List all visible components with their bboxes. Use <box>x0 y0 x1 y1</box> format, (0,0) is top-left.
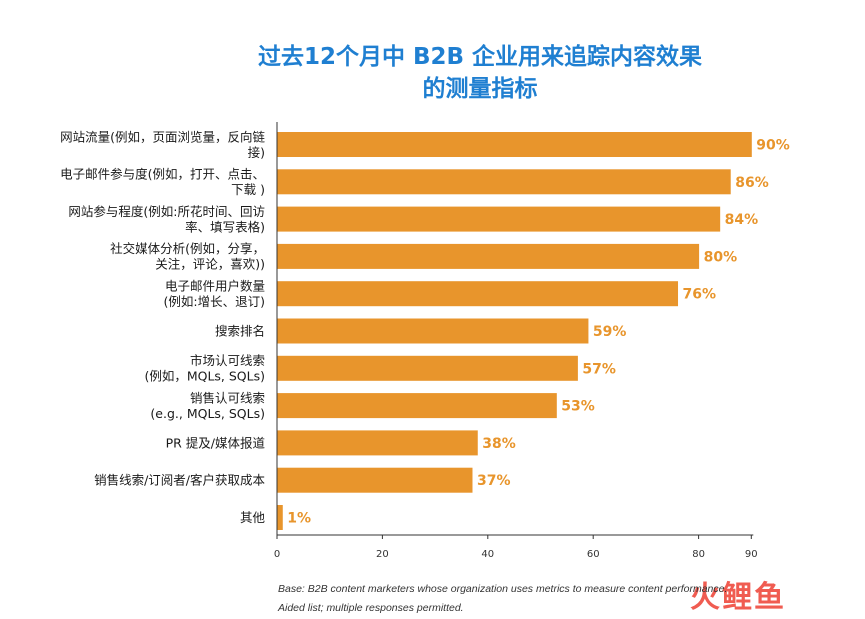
category-label: (例如，MQLs, SQLs) <box>144 369 265 384</box>
bar <box>277 318 589 344</box>
footnote-line-1: Base: B2B content marketers whose organi… <box>278 583 728 595</box>
x-tick-label: 90 <box>745 549 758 560</box>
footnote-line-2: Aided list; multiple responses permitted… <box>278 602 464 614</box>
bar <box>277 169 731 195</box>
category-label: 销售认可线索 <box>190 390 265 405</box>
data-label: 37% <box>477 473 511 489</box>
x-tick-label: 60 <box>587 549 600 560</box>
chart-title-line-2: 的测量指标 <box>422 76 538 102</box>
category-label: 电子邮件用户数量 <box>165 278 265 293</box>
data-label: 59% <box>593 324 627 340</box>
data-label: 1% <box>287 511 311 527</box>
category-label: 网站参与程度(例如:所花时间、回访 <box>68 204 265 219</box>
category-label: 社交媒体分析(例如，分享， <box>110 241 265 256</box>
bar <box>277 243 700 269</box>
bar <box>277 355 578 381</box>
data-label: 57% <box>582 361 616 377</box>
category-label: 其他 <box>240 510 266 525</box>
category-label: PR 提及/媒体报道 <box>166 435 266 450</box>
bar <box>277 206 721 232</box>
data-label: 76% <box>683 287 717 303</box>
data-label: 53% <box>561 399 595 415</box>
category-label: (例如:增长、退订) <box>164 294 265 309</box>
category-label: 接) <box>248 145 265 160</box>
chart-title-line-1: 过去12个月中 B2B 企业用来追踪内容效果 <box>257 44 703 70</box>
footnote: Base: B2B content marketers whose organi… <box>278 580 727 618</box>
category-label: 电子邮件参与度(例如，打开、点击、 <box>60 167 265 182</box>
bar <box>277 281 679 307</box>
category-label: 率、填写表格) <box>185 219 265 234</box>
data-label: 90% <box>756 138 790 154</box>
data-label: 84% <box>725 212 759 228</box>
corner-logo: 火鲤鱼 <box>690 580 786 615</box>
x-tick-label: 20 <box>376 549 389 560</box>
data-label: 38% <box>482 436 516 452</box>
category-label: 销售线索/订阅者/客户获取成本 <box>94 473 265 488</box>
data-label: 80% <box>704 249 738 265</box>
bar <box>277 430 478 456</box>
category-label: 下载 ) <box>231 182 265 197</box>
category-label: 关注，评论，喜欢)) <box>155 257 265 272</box>
category-label: 搜索排名 <box>215 324 265 339</box>
bar <box>277 505 283 530</box>
bar <box>277 467 473 493</box>
x-tick-label: 40 <box>481 549 494 560</box>
bar <box>277 393 557 419</box>
data-label: 86% <box>735 175 769 191</box>
category-label: 网站流量(例如，页面浏览量，反向链 <box>60 129 265 144</box>
bar <box>277 132 752 157</box>
category-label: (e.g., MQLs, SQLs) <box>150 406 265 421</box>
category-label: 市场认可线索 <box>190 353 265 368</box>
x-tick-label: 80 <box>692 549 705 560</box>
x-tick-label: 0 <box>274 549 280 560</box>
